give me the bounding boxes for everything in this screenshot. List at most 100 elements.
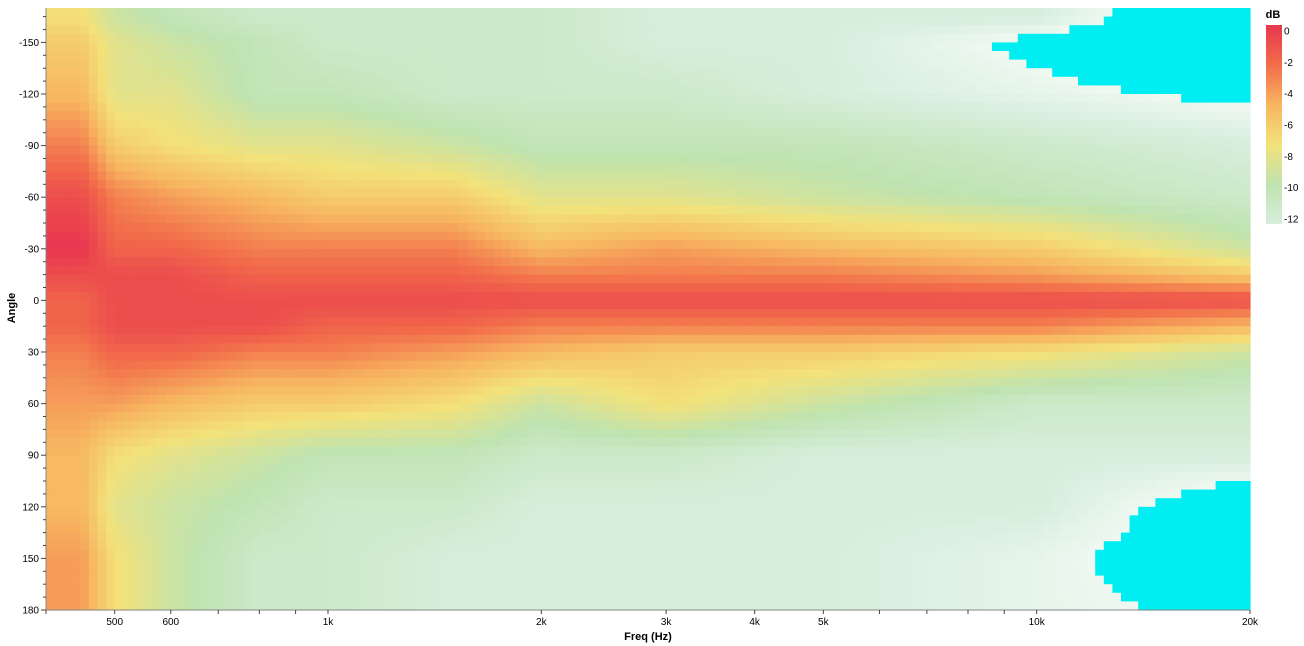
heatmap-cell	[364, 360, 374, 370]
heatmap-cell	[63, 94, 73, 104]
heatmap-cell	[476, 524, 486, 534]
heatmap-cell	[536, 76, 546, 86]
heatmap-cell	[183, 592, 193, 602]
heatmap-cell	[304, 317, 314, 327]
heatmap-cell	[570, 68, 580, 78]
heatmap-cell	[226, 360, 236, 370]
heatmap-cell	[286, 515, 296, 525]
heatmap-cell	[140, 274, 150, 284]
heatmap-cell	[80, 51, 90, 61]
heatmap-cell	[123, 180, 133, 190]
heatmap-cell	[243, 309, 253, 319]
heatmap-cell	[97, 592, 107, 602]
heatmap-cell	[157, 68, 167, 78]
heatmap-cell	[613, 111, 623, 121]
heatmap-cell	[544, 567, 554, 577]
heatmap-cell	[312, 592, 322, 602]
heatmap-cell	[321, 128, 331, 138]
heatmap-cell	[407, 541, 417, 551]
heatmap-cell	[381, 412, 391, 422]
heatmap-cell	[235, 137, 245, 147]
heatmap-cell	[278, 257, 288, 267]
heatmap-cell	[235, 541, 245, 551]
heatmap-cell	[441, 369, 451, 379]
heatmap-cell	[570, 291, 580, 301]
heatmap-cell	[218, 420, 228, 430]
heatmap-cell	[433, 274, 443, 284]
heatmap-cell	[596, 240, 606, 250]
heatmap-cell	[372, 343, 382, 353]
heatmap-cell	[192, 524, 202, 534]
heatmap-cell	[639, 102, 649, 112]
heatmap-cell	[295, 94, 305, 104]
heatmap-cell	[613, 180, 623, 190]
heatmap-cell	[605, 33, 615, 43]
heatmap-cell	[97, 274, 107, 284]
heatmap-cell	[527, 248, 537, 258]
heatmap-cell	[123, 326, 133, 336]
heatmap-cell	[415, 532, 425, 542]
heatmap-cell	[106, 180, 116, 190]
heatmap-cell	[553, 214, 563, 224]
heatmap-cell	[450, 248, 460, 258]
heatmap-cell	[157, 266, 167, 276]
heatmap-cell	[398, 377, 408, 387]
heatmap-cell	[613, 567, 623, 577]
heatmap-cell	[639, 223, 649, 233]
heatmap-cell	[183, 188, 193, 198]
heatmap-cell	[484, 567, 494, 577]
heatmap-cell	[519, 51, 529, 61]
heatmap-cell	[312, 25, 322, 35]
heatmap-cell	[269, 154, 279, 164]
heatmap-cell	[536, 481, 546, 491]
heatmap-cell	[261, 240, 271, 250]
heatmap-cell	[484, 25, 494, 35]
heatmap-cell	[648, 326, 658, 336]
heatmap-cell	[157, 76, 167, 86]
heatmap-cell	[519, 558, 529, 568]
heatmap-cell	[321, 197, 331, 207]
heatmap-cell	[338, 197, 348, 207]
heatmap-cell	[183, 128, 193, 138]
heatmap-cell	[364, 94, 374, 104]
heatmap-cell	[476, 541, 486, 551]
heatmap-cell	[519, 274, 529, 284]
heatmap-cell	[433, 601, 443, 611]
heatmap-cell	[579, 369, 589, 379]
heatmap-cell	[269, 309, 279, 319]
heatmap-cell	[562, 549, 572, 559]
heatmap-cell	[656, 59, 666, 69]
heatmap-cell	[527, 197, 537, 207]
heatmap-cell	[424, 223, 434, 233]
heatmap-cell	[381, 472, 391, 482]
heatmap-cell	[613, 506, 623, 516]
heatmap-cell	[226, 300, 236, 310]
heatmap-cell	[218, 360, 228, 370]
heatmap-cell	[166, 463, 176, 473]
heatmap-cell	[407, 85, 417, 95]
heatmap-cell	[106, 317, 116, 327]
heatmap-cell	[209, 240, 219, 250]
heatmap-cell	[97, 257, 107, 267]
heatmap-cell	[46, 128, 56, 138]
heatmap-cell	[261, 592, 271, 602]
heatmap-cell	[519, 231, 529, 241]
heatmap-cell	[286, 524, 296, 534]
heatmap-cell	[200, 489, 210, 499]
heatmap-cell	[381, 145, 391, 155]
heatmap-cell	[562, 472, 572, 482]
heatmap-cell	[536, 506, 546, 516]
heatmap-cell	[252, 128, 262, 138]
heatmap-cell	[441, 283, 451, 293]
heatmap-cell	[605, 369, 615, 379]
heatmap-cell	[114, 42, 124, 52]
heatmap-cell	[476, 506, 486, 516]
heatmap-cell	[97, 369, 107, 379]
heatmap-cell	[175, 369, 185, 379]
heatmap-cell	[209, 257, 219, 267]
heatmap-cell	[54, 575, 64, 585]
heatmap-cell	[587, 463, 597, 473]
heatmap-cell	[441, 240, 451, 250]
heatmap-cell	[347, 489, 357, 499]
heatmap-cell	[622, 420, 632, 430]
